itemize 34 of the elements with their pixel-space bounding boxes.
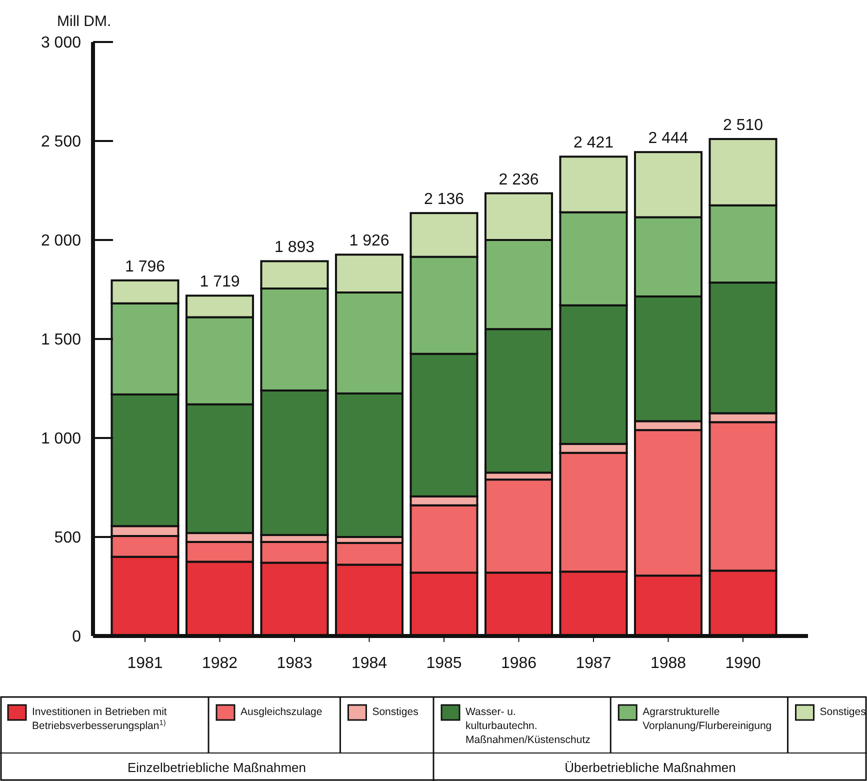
x-tick-label: 1984	[351, 655, 388, 672]
x-tick-label: 1988	[650, 655, 686, 672]
legend-label: Ausgleichszulage	[240, 706, 322, 718]
total-label: 2 510	[722, 117, 764, 134]
y-tick-label: 3 000	[40, 34, 82, 52]
legend-label: Wasser- u. kulturbautechn. Maßnahmen/Küstenschutz	[466, 706, 590, 746]
legend-label: Investitionen in Betrieben mit Betriebsverbesserungsplan$^{1)}$	[32, 706, 167, 732]
x-tick-label: 1990	[725, 655, 761, 672]
text: Überbetriebliche Maßnahmen	[564, 760, 736, 775]
x-tick-label: 1985	[426, 655, 462, 672]
y-tick-label: 2 500	[40, 134, 82, 151]
text: Einzelbetriebliche Maßnahmen	[128, 760, 306, 775]
x-tick-label: 1987	[576, 655, 612, 672]
total-label: 2 421	[573, 134, 614, 152]
total-label: 1 893	[274, 239, 315, 256]
legend-label: Sonstiges	[820, 706, 866, 718]
y-tick-label: 1 500	[40, 332, 82, 349]
total-label: 1 926	[349, 232, 390, 250]
y-tick-label: 2 000	[40, 232, 82, 250]
y-tick-label: 0	[72, 628, 82, 646]
total-label: 2 136	[424, 191, 464, 208]
legend-label: Sonstiges	[372, 706, 418, 718]
total-label: 1 719	[200, 274, 240, 291]
y-tick-label: 500	[54, 530, 82, 547]
total-label: 2 236	[498, 171, 539, 188]
x-tick-label: 1983	[276, 655, 312, 672]
total-label: 1 796	[124, 258, 166, 276]
total-label: 2 444	[648, 130, 688, 148]
y-axis-title: Mill DM.	[57, 13, 112, 30]
x-tick-label: 1986	[500, 655, 537, 672]
y-tick-label: 1 000	[40, 430, 82, 448]
x-tick-label: 1981	[127, 655, 163, 672]
legend-label: Agrarstrukturelle Vorplanung/Flurbereinigung	[642, 706, 772, 732]
x-tick-label: 1982	[202, 655, 238, 672]
